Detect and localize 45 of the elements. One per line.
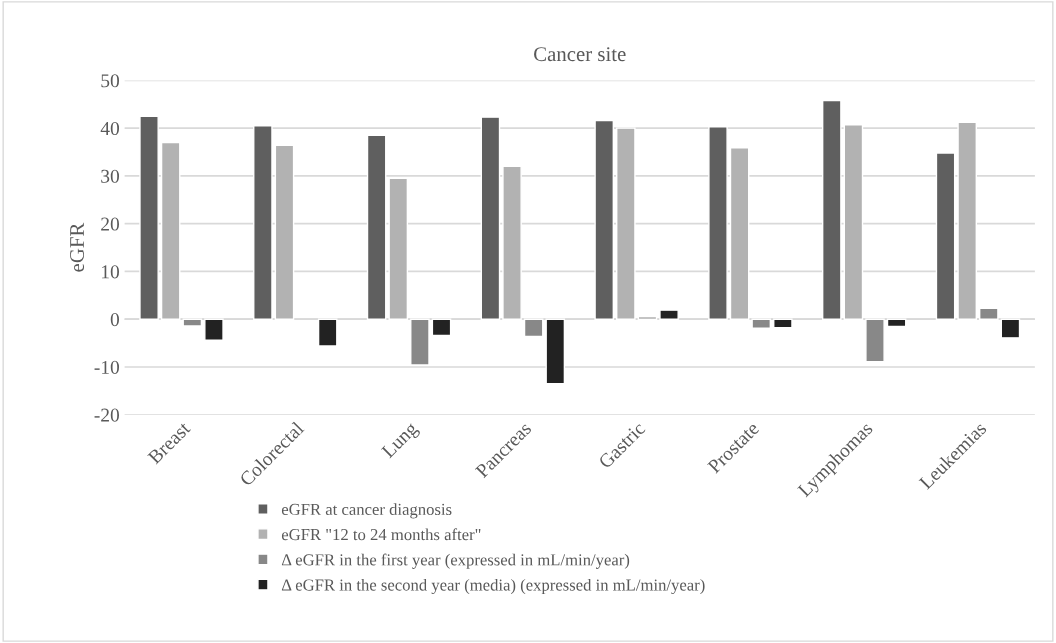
bar bbox=[886, 318, 907, 328]
bar bbox=[502, 165, 522, 320]
bar bbox=[821, 99, 842, 320]
bar bbox=[751, 318, 772, 329]
legend-label: Δ eGFR in the first year (expressed in mL/min/year) bbox=[281, 553, 630, 569]
bar bbox=[935, 152, 956, 320]
y-tick-label: 20 bbox=[101, 217, 120, 231]
bar bbox=[480, 116, 501, 320]
bar bbox=[594, 119, 615, 320]
bar bbox=[431, 318, 452, 337]
chart-title: Cancer site bbox=[534, 47, 626, 62]
bar bbox=[253, 125, 273, 320]
y-tick-label: -10 bbox=[94, 360, 120, 374]
bar bbox=[978, 307, 999, 320]
y-tick-label: 50 bbox=[101, 74, 120, 88]
bar bbox=[957, 121, 977, 320]
bar bbox=[388, 177, 409, 320]
bar bbox=[523, 318, 544, 338]
y-tick-label: 10 bbox=[102, 265, 120, 279]
bar bbox=[160, 141, 181, 320]
y-axis-title: eGFR bbox=[70, 222, 85, 272]
bar bbox=[616, 127, 636, 320]
bar bbox=[843, 124, 864, 320]
bar bbox=[659, 309, 679, 320]
bar bbox=[865, 318, 885, 363]
y-tick-label: 40 bbox=[100, 121, 120, 136]
y-tick-label: 30 bbox=[101, 169, 120, 183]
bar bbox=[317, 318, 338, 347]
legend-label: Δ eGFR in the second year (media) (expressed in mL/min/year) bbox=[281, 578, 705, 595]
bar bbox=[1000, 318, 1021, 339]
bar bbox=[729, 147, 750, 320]
y-tick-label: 0 bbox=[110, 313, 120, 327]
bar bbox=[773, 318, 793, 329]
bar bbox=[139, 115, 159, 320]
bar bbox=[708, 126, 728, 320]
bar bbox=[204, 318, 224, 341]
legend-label: eGFR "12 to 24 months after" bbox=[281, 528, 481, 541]
bar bbox=[410, 318, 430, 366]
y-tick-label: -20 bbox=[94, 408, 120, 422]
bar bbox=[545, 318, 566, 385]
bar bbox=[182, 318, 203, 327]
legend-label: eGFR at cancer diagnosis bbox=[281, 503, 452, 519]
bar bbox=[274, 144, 295, 320]
bar bbox=[637, 316, 658, 320]
bar bbox=[366, 134, 387, 320]
